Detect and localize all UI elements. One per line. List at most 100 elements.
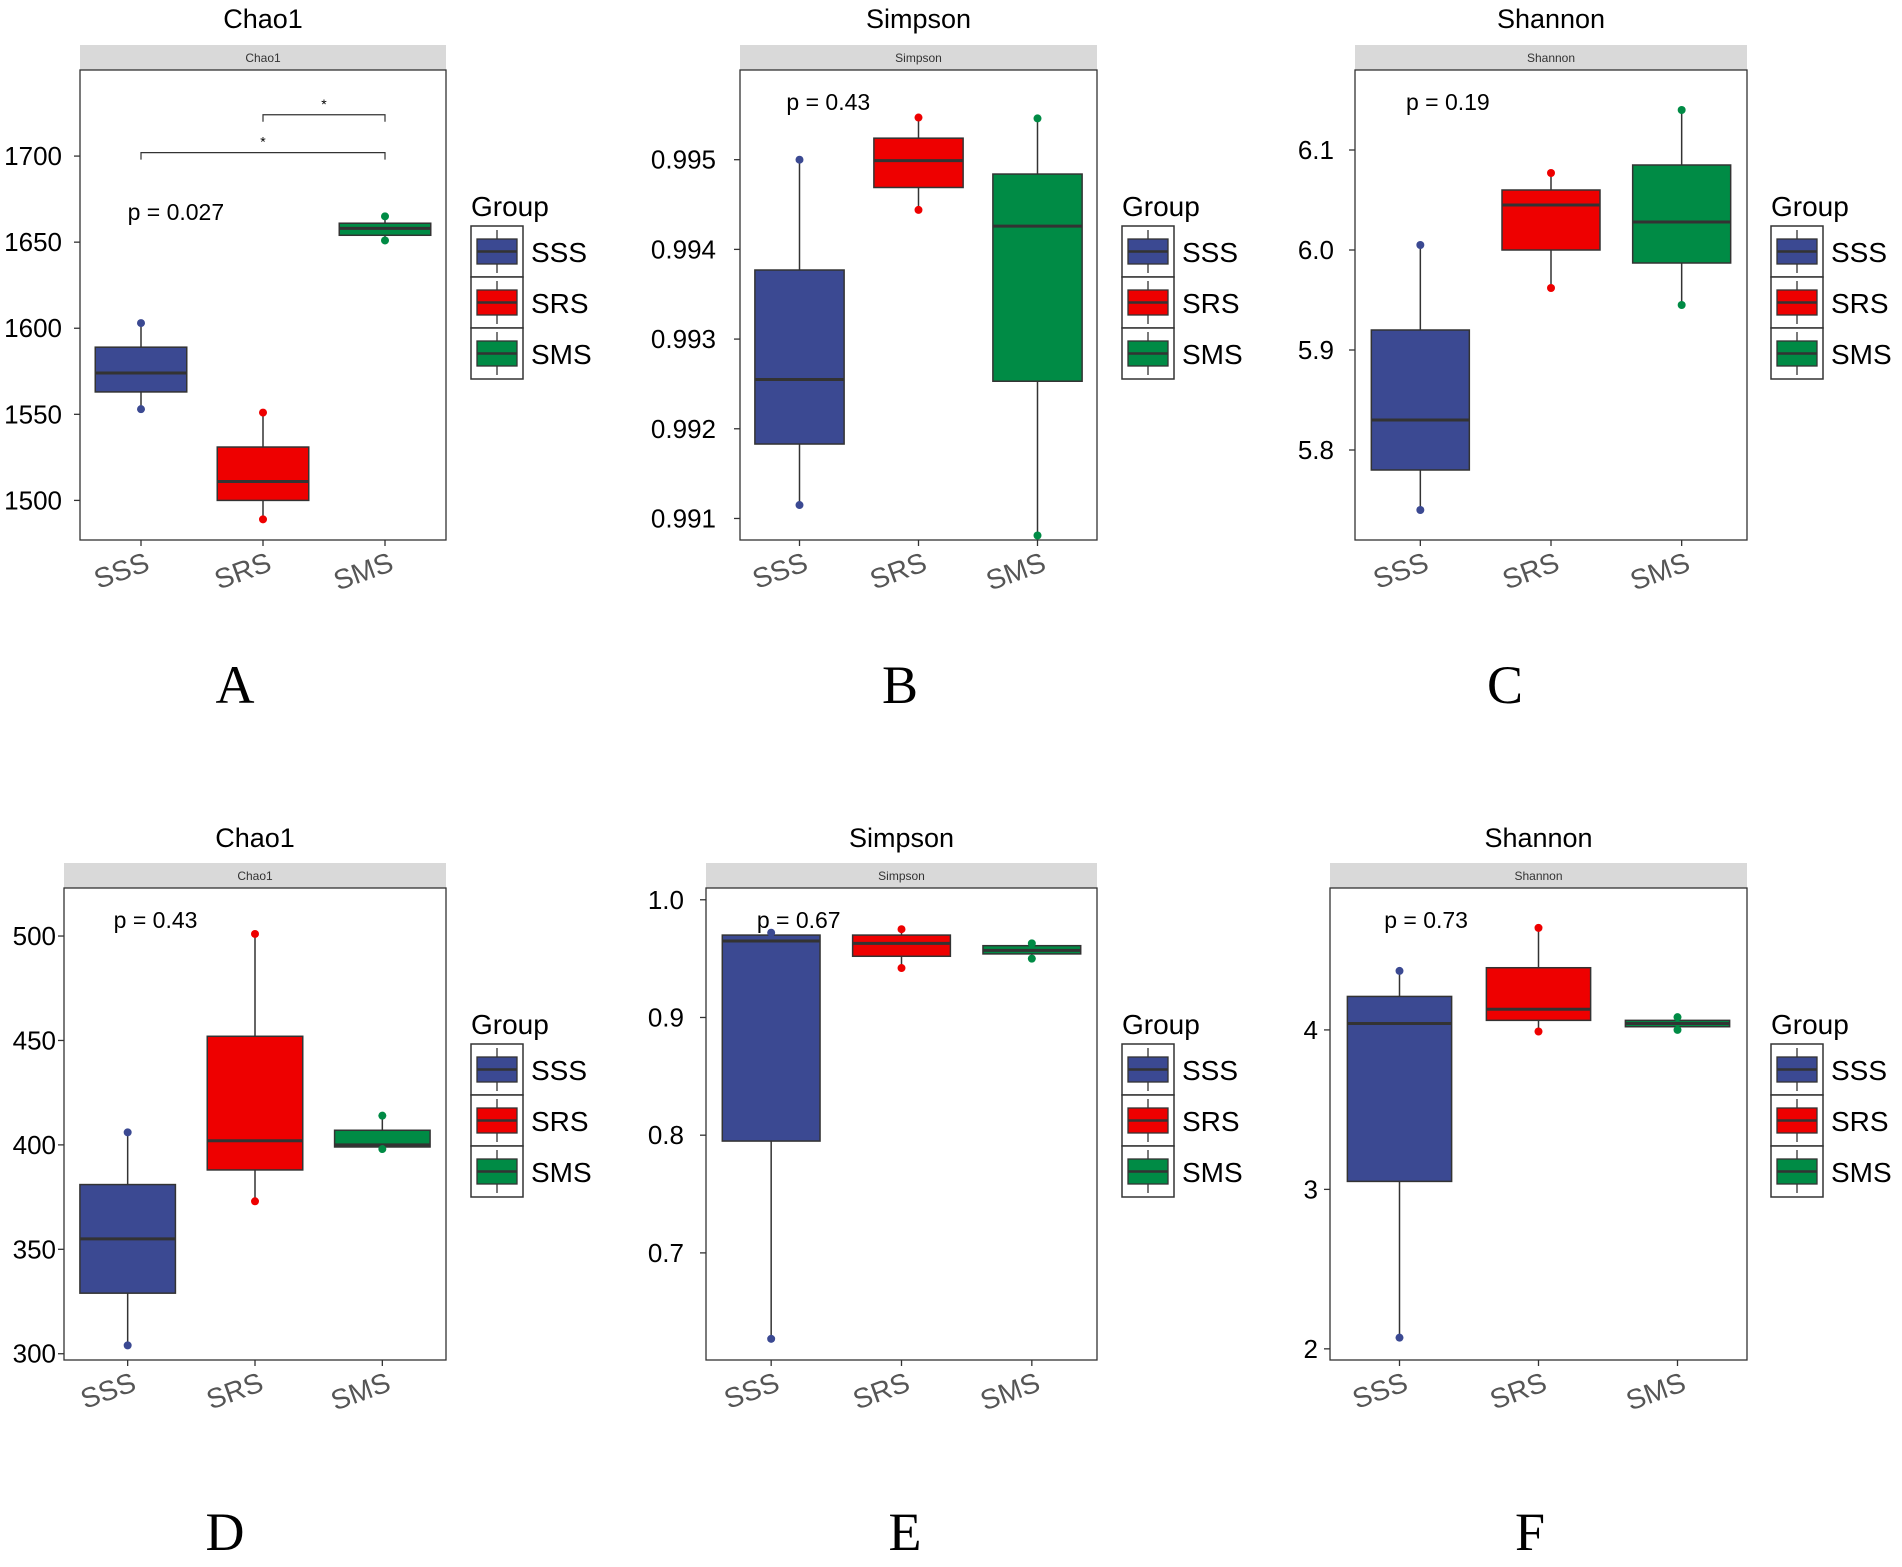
legend-item-SSS: SSS bbox=[1770, 1043, 1887, 1096]
data-point bbox=[1677, 106, 1686, 114]
data-point bbox=[259, 515, 267, 524]
y-tick-label: 350 bbox=[13, 1234, 56, 1264]
y-tick-label: 0.994 bbox=[651, 234, 716, 264]
legend-item-label: SRS bbox=[531, 1106, 589, 1137]
panel-D: Chao1 Chao1 300 350 400 450 500 SSS SRS SMS p = 0.… bbox=[13, 823, 592, 1562]
legend-item-label: SSS bbox=[1182, 1055, 1238, 1086]
facet-strip bbox=[64, 863, 446, 888]
data-point bbox=[378, 1111, 387, 1120]
box-SRS bbox=[873, 113, 964, 214]
legend-title: Group bbox=[471, 191, 549, 222]
legend: Group SSS SRS SMS bbox=[470, 191, 592, 380]
facet-strip bbox=[1355, 45, 1747, 70]
data-point bbox=[1027, 954, 1036, 963]
legend-item-label: SMS bbox=[1831, 339, 1892, 370]
legend-item-SSS: SSS bbox=[1770, 225, 1887, 278]
data-point bbox=[137, 319, 145, 328]
x-tick-label: SRS bbox=[1486, 1367, 1551, 1416]
data-point bbox=[1395, 1333, 1404, 1342]
x-tick-label: SRS bbox=[202, 1367, 267, 1416]
chart-title: Simpson bbox=[866, 4, 971, 34]
y-tick-label: 0.7 bbox=[648, 1238, 684, 1268]
x-tick-label: SRS bbox=[866, 547, 931, 596]
chart-title: Shannon bbox=[1484, 823, 1592, 853]
box-iqr bbox=[851, 934, 952, 958]
data-point bbox=[1416, 506, 1425, 514]
legend-item-label: SMS bbox=[531, 1157, 592, 1188]
p-value-label: p = 0.43 bbox=[786, 89, 870, 115]
box-SMS bbox=[338, 212, 432, 245]
panel-label: B bbox=[882, 655, 918, 715]
data-point bbox=[381, 236, 389, 245]
x-tick-label: SMS bbox=[1622, 1367, 1690, 1417]
x-tick-label: SSS bbox=[90, 547, 153, 595]
y-tick-label: 2 bbox=[1304, 1334, 1318, 1364]
data-point bbox=[1534, 1027, 1543, 1036]
legend-title: Group bbox=[1771, 191, 1849, 222]
x-tick-label: SSS bbox=[76, 1367, 139, 1415]
box-iqr bbox=[1631, 164, 1732, 264]
y-tick-label: 400 bbox=[13, 1130, 56, 1160]
data-point bbox=[251, 929, 259, 938]
legend-item-label: SSS bbox=[1182, 237, 1238, 268]
data-point bbox=[123, 1128, 132, 1137]
panel-label: C bbox=[1487, 655, 1523, 715]
data-point bbox=[123, 1341, 132, 1350]
data-point bbox=[897, 925, 906, 934]
x-tick-label: SMS bbox=[327, 1367, 395, 1417]
facet-strip-label: Simpson bbox=[878, 869, 925, 883]
data-point bbox=[1395, 966, 1404, 975]
p-value-label: p = 0.19 bbox=[1406, 89, 1490, 115]
y-tick-label: 300 bbox=[13, 1339, 56, 1369]
data-point bbox=[1673, 1025, 1682, 1034]
p-value-label: p = 0.67 bbox=[757, 907, 841, 933]
y-tick-label: 0.992 bbox=[651, 414, 716, 444]
x-tick-label: SSS bbox=[748, 547, 811, 595]
data-point bbox=[914, 113, 923, 122]
data-point bbox=[137, 405, 145, 414]
box-SMS bbox=[1631, 106, 1732, 309]
y-tick-label: 1700 bbox=[4, 141, 62, 171]
box-iqr bbox=[1501, 189, 1601, 251]
chart-title: Simpson bbox=[849, 823, 954, 853]
legend-item-label: SRS bbox=[1182, 1106, 1240, 1137]
panel-label: E bbox=[889, 1502, 922, 1562]
legend-item-SMS: SMS bbox=[1770, 327, 1892, 380]
box-SSS bbox=[1346, 966, 1453, 1342]
y-tick-label: 0.995 bbox=[651, 145, 716, 175]
legend: Group SSS SRS SMS bbox=[470, 1009, 592, 1198]
legend: Group SSS SRS SMS bbox=[1770, 1009, 1892, 1198]
data-point bbox=[1416, 241, 1425, 249]
box-iqr bbox=[721, 934, 821, 1142]
panel-label: D bbox=[206, 1502, 245, 1562]
box-SSS bbox=[754, 155, 845, 510]
p-value-label: p = 0.43 bbox=[114, 907, 198, 933]
data-point bbox=[795, 155, 804, 164]
box-SRS bbox=[1501, 169, 1601, 292]
facet-strip bbox=[80, 45, 446, 70]
significance-bracket: * bbox=[140, 134, 386, 160]
legend-title: Group bbox=[471, 1009, 549, 1040]
legend-item-label: SRS bbox=[1831, 1106, 1889, 1137]
legend-item-label: SSS bbox=[1831, 237, 1887, 268]
data-point bbox=[1534, 923, 1543, 932]
box-iqr bbox=[216, 446, 310, 502]
legend-title: Group bbox=[1771, 1009, 1849, 1040]
legend-title: Group bbox=[1122, 191, 1200, 222]
data-point bbox=[1033, 114, 1042, 123]
legend-item-label: SRS bbox=[531, 288, 589, 319]
y-tick-label: 1.0 bbox=[648, 885, 684, 915]
data-point bbox=[1547, 169, 1555, 177]
chart-title: Chao1 bbox=[215, 823, 295, 853]
significance-label: * bbox=[260, 134, 266, 150]
facet-strip bbox=[1330, 863, 1747, 888]
legend-item-label: SRS bbox=[1831, 288, 1889, 319]
legend-item-SRS: SRS bbox=[1121, 1094, 1240, 1147]
x-tick-label: SMS bbox=[329, 547, 397, 597]
y-tick-label: 5.9 bbox=[1298, 335, 1334, 365]
legend-item-label: SMS bbox=[1182, 1157, 1243, 1188]
legend-item-SMS: SMS bbox=[1121, 1145, 1243, 1198]
facet-strip-label: Simpson bbox=[895, 51, 942, 65]
facet-strip bbox=[706, 863, 1097, 888]
y-tick-label: 6.1 bbox=[1298, 135, 1334, 165]
